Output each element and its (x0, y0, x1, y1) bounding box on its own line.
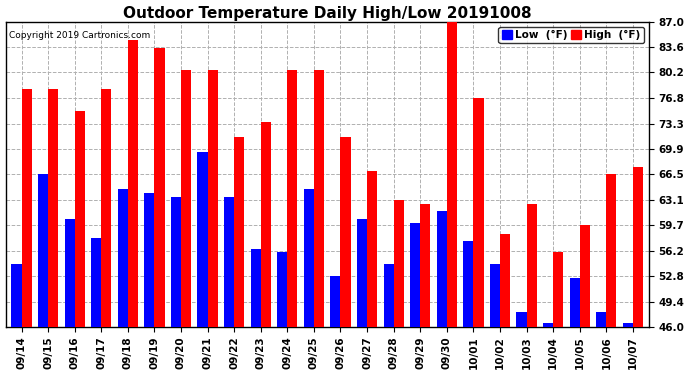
Bar (447, 22, 457, 327)
Bar (118, 189, 128, 327)
Bar (224, 196, 234, 327)
Bar (287, 70, 297, 327)
Bar (570, 279, 580, 327)
Bar (155, 48, 164, 327)
Title: Outdoor Temperature Daily High/Low 20191008: Outdoor Temperature Daily High/Low 20191… (123, 6, 531, 21)
Bar (357, 219, 367, 327)
Bar (526, 204, 537, 327)
Bar (21, 89, 32, 327)
Bar (517, 312, 526, 327)
Bar (128, 40, 138, 327)
Bar (500, 234, 510, 327)
Bar (181, 70, 191, 327)
Bar (367, 171, 377, 327)
Bar (331, 276, 340, 327)
Bar (384, 264, 394, 327)
Bar (580, 225, 590, 327)
Bar (314, 70, 324, 327)
Bar (473, 98, 484, 327)
Bar (208, 70, 217, 327)
Bar (553, 252, 563, 327)
Bar (543, 323, 553, 327)
Bar (65, 219, 75, 327)
Bar (437, 211, 447, 327)
Bar (250, 249, 261, 327)
Bar (463, 241, 473, 327)
Bar (420, 204, 431, 327)
Bar (596, 312, 607, 327)
Text: Copyright 2019 Cartronics.com: Copyright 2019 Cartronics.com (9, 31, 150, 40)
Legend: Low  (°F), High  (°F): Low (°F), High (°F) (498, 27, 644, 43)
Bar (394, 200, 404, 327)
Bar (48, 89, 58, 327)
Bar (623, 323, 633, 327)
Bar (144, 193, 155, 327)
Bar (607, 174, 616, 327)
Bar (38, 174, 48, 327)
Bar (234, 137, 244, 327)
Bar (171, 196, 181, 327)
Bar (197, 152, 208, 327)
Bar (410, 223, 420, 327)
Bar (12, 264, 21, 327)
Bar (75, 111, 85, 327)
Bar (304, 189, 314, 327)
Bar (633, 167, 643, 327)
Bar (277, 252, 287, 327)
Bar (490, 264, 500, 327)
Bar (340, 137, 351, 327)
Bar (261, 122, 271, 327)
Bar (101, 89, 111, 327)
Bar (91, 237, 101, 327)
